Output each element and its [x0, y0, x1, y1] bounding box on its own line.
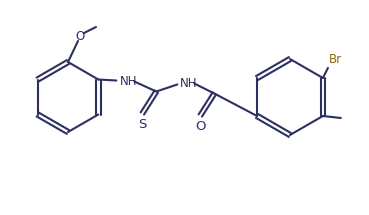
Text: NH: NH: [120, 75, 138, 88]
Text: NH: NH: [180, 77, 198, 90]
Text: O: O: [75, 31, 85, 43]
Text: Br: Br: [329, 53, 342, 66]
Text: O: O: [195, 120, 206, 134]
Text: S: S: [138, 118, 146, 132]
